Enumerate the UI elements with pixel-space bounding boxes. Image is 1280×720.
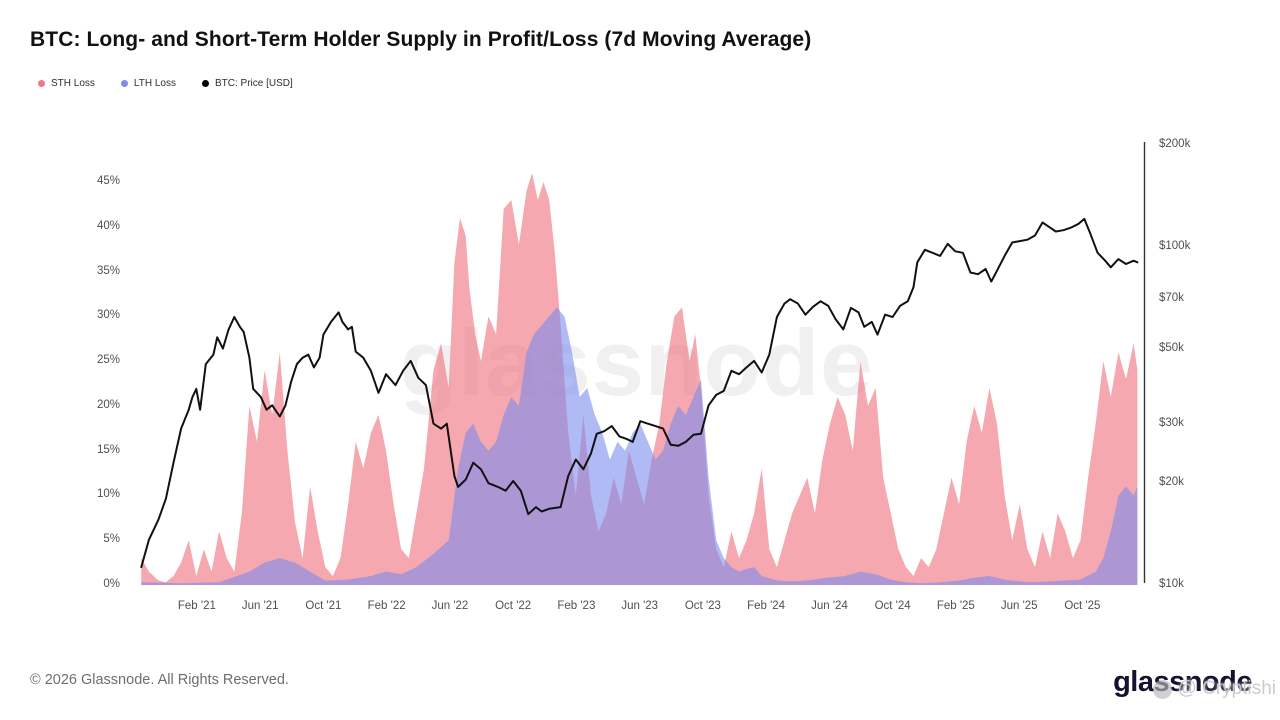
legend-item-sth-loss[interactable]: STH Loss xyxy=(38,78,95,89)
y-axis-left-tick: 10% xyxy=(96,488,120,501)
y-axis-left-tick: 25% xyxy=(96,354,120,367)
y-axis-right-tick: $70k xyxy=(1159,292,1184,305)
y-axis-left-tick: 0% xyxy=(103,578,120,590)
y-axis-left-tick: 30% xyxy=(96,309,120,322)
x-axis-tick: Jun '23 xyxy=(621,600,659,612)
x-axis-tick: Jun '21 xyxy=(241,600,279,612)
x-axis-tick: Jun '25 xyxy=(1000,600,1038,612)
y-axis-right-tick: $200k xyxy=(1159,138,1191,151)
y-axis-right-tick: $30k xyxy=(1159,416,1184,429)
x-axis-tick: Oct '24 xyxy=(874,600,911,612)
x-axis-tick: Feb '25 xyxy=(936,600,975,612)
chart-legend: STH Loss LTH Loss BTC: Price [USD] xyxy=(38,78,293,89)
legend-label: LTH Loss xyxy=(133,78,176,89)
y-axis-right-tick: $10k xyxy=(1159,578,1184,590)
y-axis-right-tick: $20k xyxy=(1159,476,1184,489)
y-axis-left-tick: 40% xyxy=(96,219,120,232)
legend-dot-icon xyxy=(38,80,45,87)
x-axis-tick: Oct '23 xyxy=(684,600,721,612)
x-axis-tick: Oct '25 xyxy=(1064,600,1101,612)
x-axis-tick: Feb '23 xyxy=(557,600,596,612)
chart-region: glassnode 0% 5% 10% 15% 20% 25% 30% 35% 40% 45% $2… xyxy=(96,138,1191,612)
x-axis-tick: Feb '24 xyxy=(747,600,786,612)
y-axis-left-tick: 15% xyxy=(96,443,120,456)
area-series-sth-loss xyxy=(141,173,1138,585)
x-axis-tick: Oct '21 xyxy=(305,600,342,612)
legend-dot-icon xyxy=(201,80,209,87)
area-series-lth-loss xyxy=(141,307,1138,585)
chart-canvas xyxy=(140,142,1146,585)
legend-label: STH Loss xyxy=(51,78,95,89)
y-axis-left-tick: 45% xyxy=(96,175,120,188)
y-axis-left-tick: 20% xyxy=(96,398,120,411)
x-axis-tick: Feb '21 xyxy=(177,600,216,612)
legend-item-btc-price-usd-[interactable]: BTC: Price [USD] xyxy=(201,78,293,89)
glassnode-logo: glassnode xyxy=(1113,666,1252,698)
y-axis-right-tick: $50k xyxy=(1159,341,1184,354)
footer-copyright: © 2026 Glassnode. All Rights Reserved. xyxy=(30,672,289,688)
x-axis-tick: Jun '24 xyxy=(811,600,848,612)
price-line-series xyxy=(140,217,1139,569)
x-axis-tick: Oct '22 xyxy=(495,600,532,612)
y-axis-right-tick: $100k xyxy=(1159,239,1191,252)
y-axis-left-tick: 5% xyxy=(103,533,120,546)
x-axis-tick: Feb '22 xyxy=(367,600,406,612)
page-title: BTC: Long- and Short-Term Holder Supply … xyxy=(30,28,812,51)
legend-label: BTC: Price [USD] xyxy=(214,78,293,89)
legend-item-lth-loss[interactable]: LTH Loss xyxy=(120,78,176,89)
chart-plot-area[interactable] xyxy=(128,140,1146,585)
x-axis-tick: Jun '22 xyxy=(431,600,469,612)
legend-dot-icon xyxy=(120,80,128,87)
y-axis-left-tick: 35% xyxy=(96,264,120,277)
